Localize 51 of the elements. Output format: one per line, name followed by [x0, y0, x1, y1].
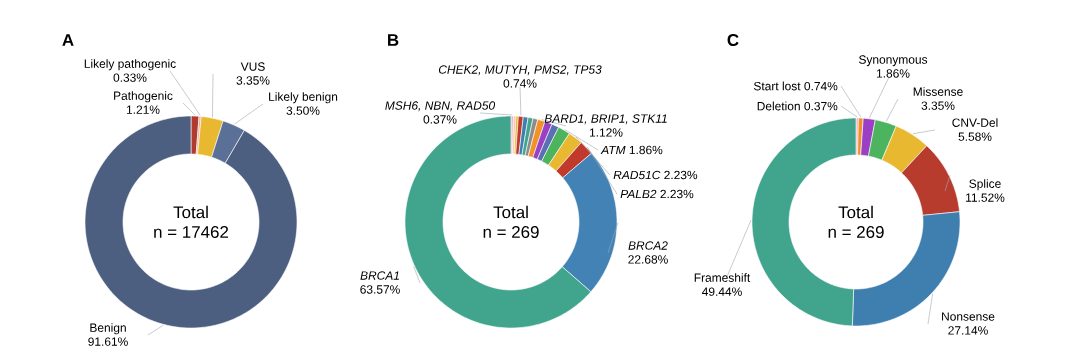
slice-label: Splice [969, 179, 1001, 191]
data-label: 11.52% [966, 193, 1005, 202]
data-label: 3.35% [921, 101, 955, 110]
data-label: 0.74% [503, 79, 537, 88]
slice-label: ATM [600, 145, 626, 155]
text: Total [493, 205, 528, 219]
data-label: 0.37% [804, 101, 838, 111]
slice-label: Deletion [757, 101, 800, 111]
chart-title: C [727, 34, 739, 46]
data-label: 0.74% [804, 81, 838, 91]
chart-title: B [388, 34, 399, 46]
data-label: 2.23% [660, 189, 694, 199]
data-label: 1.86% [876, 69, 910, 78]
slice-label: Pathogenic [114, 91, 173, 103]
slice-label: BARD1, BRIP1, STK11 [544, 114, 667, 125]
slice-label: Nonsense [942, 312, 995, 321]
data-label: 1.86% [629, 145, 663, 155]
data-label: 91.61% [88, 337, 128, 346]
data-label: 2.23% [664, 170, 698, 180]
data-label: 1.21% [126, 105, 160, 114]
slice-label: CNV-Del [952, 118, 998, 127]
slice-label: Benign [90, 323, 126, 335]
text: n = 269 [828, 226, 884, 238]
slice-label: PALB2 [620, 189, 657, 199]
chart-title: A [62, 34, 74, 46]
data-label: 63.57% [360, 285, 400, 294]
data-label: 3.35% [236, 76, 270, 85]
text: n = 17462 [154, 226, 229, 238]
slice-label: Missense [913, 87, 963, 96]
slice-label: MSH6, NBN, RAD50 [385, 101, 496, 112]
slice-label: VUS [240, 62, 265, 71]
data-label: 1.12% [589, 128, 623, 137]
slice-label: BRCA2 [628, 241, 668, 250]
data-label: 22.68% [628, 255, 668, 264]
slice-label: Likely benign [269, 92, 338, 104]
slice-label: Start lost [753, 81, 801, 91]
text: Total [838, 205, 873, 219]
slice-label: BRCA1 [360, 271, 399, 280]
text: n = 269 [483, 226, 539, 238]
slice-label: RAD51C [613, 170, 661, 180]
text: Total [173, 205, 208, 219]
slice-label: Frameshift [694, 273, 751, 282]
data-label: 49.44% [702, 287, 742, 296]
data-label: 0.33% [113, 73, 147, 82]
data-label: 0.37% [423, 115, 457, 124]
slice-label: Likely pathogenic [84, 59, 176, 71]
data-label: 5.58% [958, 132, 992, 141]
slice-label: Synonymous [859, 55, 928, 67]
data-label: 3.50% [286, 106, 320, 115]
slice-label: CHEK2, MUTYH, PMS2, TP53 [438, 65, 602, 76]
data-label: 27.14% [948, 326, 988, 335]
